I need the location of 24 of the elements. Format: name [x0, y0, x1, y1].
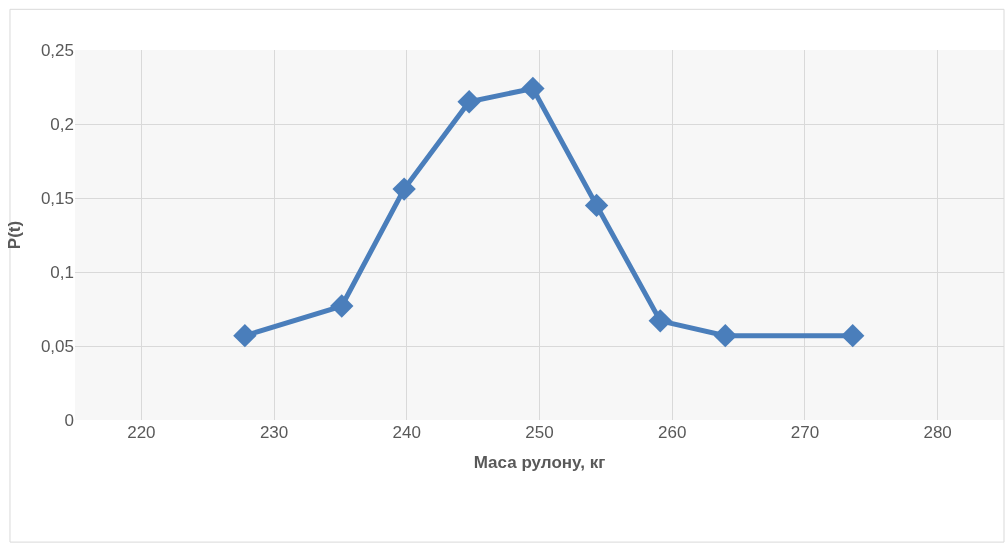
x-tick-label: 250 — [525, 423, 554, 442]
x-tick-label: 260 — [658, 423, 687, 442]
y-axis-title: P(t) — [5, 220, 25, 250]
point — [392, 177, 416, 201]
y-tick-label: 0,2 — [50, 114, 74, 134]
x-tick-label: 270 — [790, 423, 820, 442]
y-tick-label: 0,1 — [50, 262, 74, 282]
y-tick-label: 0 — [64, 410, 74, 430]
point — [648, 309, 672, 333]
point — [233, 323, 257, 348]
x-axis-title: Маса рулону, кг — [473, 453, 606, 473]
point — [841, 323, 865, 348]
point — [330, 294, 354, 318]
point — [521, 76, 545, 101]
point — [713, 323, 737, 348]
x-tick-label: 280 — [923, 423, 952, 442]
x-tick-label: 230 — [259, 423, 289, 442]
x-tick-label: 240 — [392, 423, 421, 442]
y-tick-label: 0,05 — [40, 336, 74, 356]
y-tick-label: 0,15 — [40, 188, 74, 208]
y-tick-label: 0,25 — [40, 40, 74, 60]
point — [584, 193, 609, 218]
x-tick-label: 220 — [127, 423, 156, 442]
point — [457, 90, 481, 114]
